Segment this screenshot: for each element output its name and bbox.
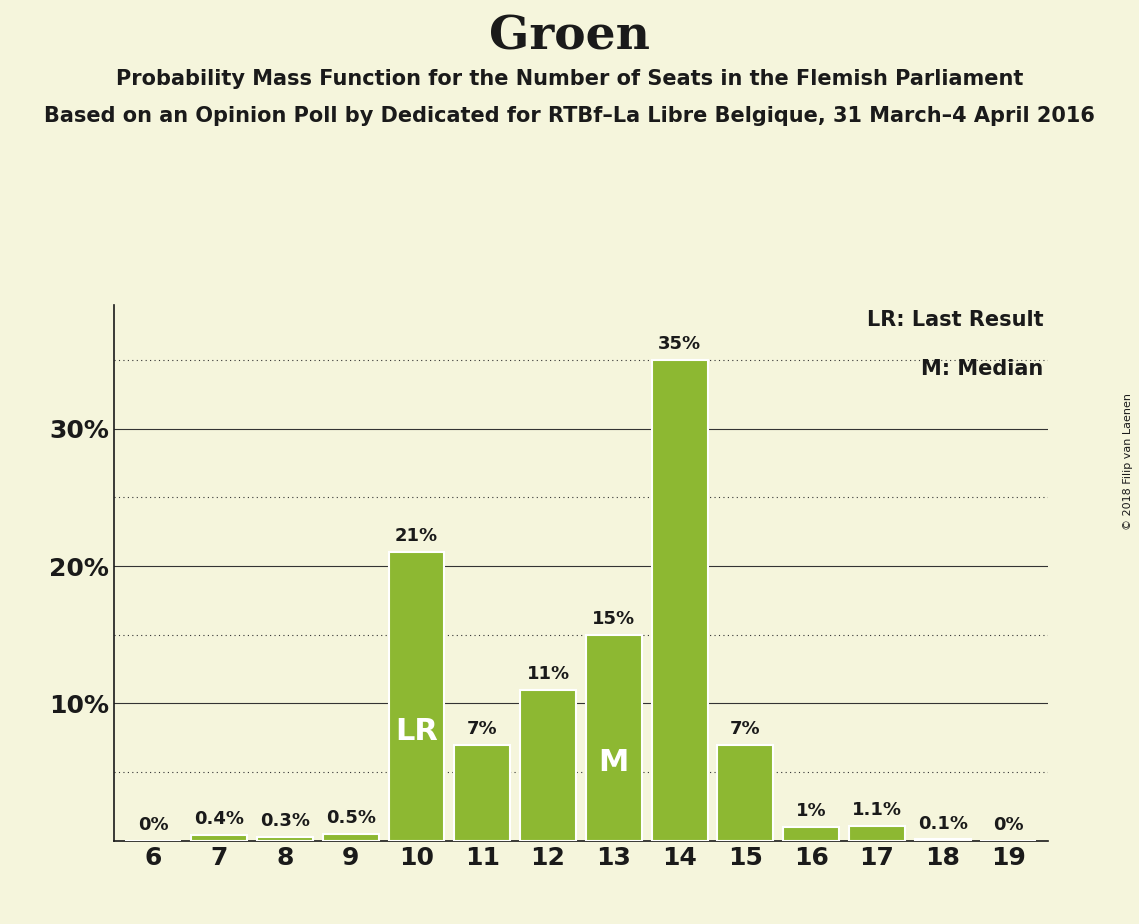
Bar — [388, 553, 444, 841]
Bar — [784, 827, 839, 841]
Text: 0.5%: 0.5% — [326, 809, 376, 827]
Bar — [915, 840, 970, 841]
Bar — [718, 745, 773, 841]
Text: M: M — [599, 748, 629, 777]
Bar — [585, 635, 641, 841]
Bar — [849, 826, 904, 841]
Text: 0.3%: 0.3% — [260, 812, 310, 830]
Text: Based on an Opinion Poll by Dedicated for RTBf–La Libre Belgique, 31 March–4 Apr: Based on an Opinion Poll by Dedicated fo… — [44, 106, 1095, 127]
Bar — [454, 745, 510, 841]
Bar — [652, 359, 707, 841]
Text: LR: Last Result: LR: Last Result — [867, 310, 1043, 330]
Text: 21%: 21% — [395, 528, 439, 545]
Text: Groen: Groen — [489, 14, 650, 60]
Bar — [257, 837, 313, 841]
Text: 1%: 1% — [796, 802, 827, 821]
Text: M: Median: M: Median — [921, 359, 1043, 379]
Text: Probability Mass Function for the Number of Seats in the Flemish Parliament: Probability Mass Function for the Number… — [116, 69, 1023, 90]
Text: 1.1%: 1.1% — [852, 801, 902, 819]
Text: 0.4%: 0.4% — [194, 810, 244, 829]
Bar — [191, 835, 247, 841]
Text: 0.1%: 0.1% — [918, 815, 968, 833]
Text: 0%: 0% — [993, 816, 1024, 834]
Bar — [521, 689, 576, 841]
Text: 35%: 35% — [658, 335, 702, 353]
Text: LR: LR — [395, 717, 437, 746]
Text: 7%: 7% — [467, 720, 498, 737]
Bar — [322, 834, 378, 841]
Text: 0%: 0% — [138, 816, 169, 834]
Text: © 2018 Filip van Laenen: © 2018 Filip van Laenen — [1123, 394, 1133, 530]
Text: 11%: 11% — [526, 664, 570, 683]
Text: 15%: 15% — [592, 610, 636, 627]
Text: 7%: 7% — [730, 720, 761, 737]
